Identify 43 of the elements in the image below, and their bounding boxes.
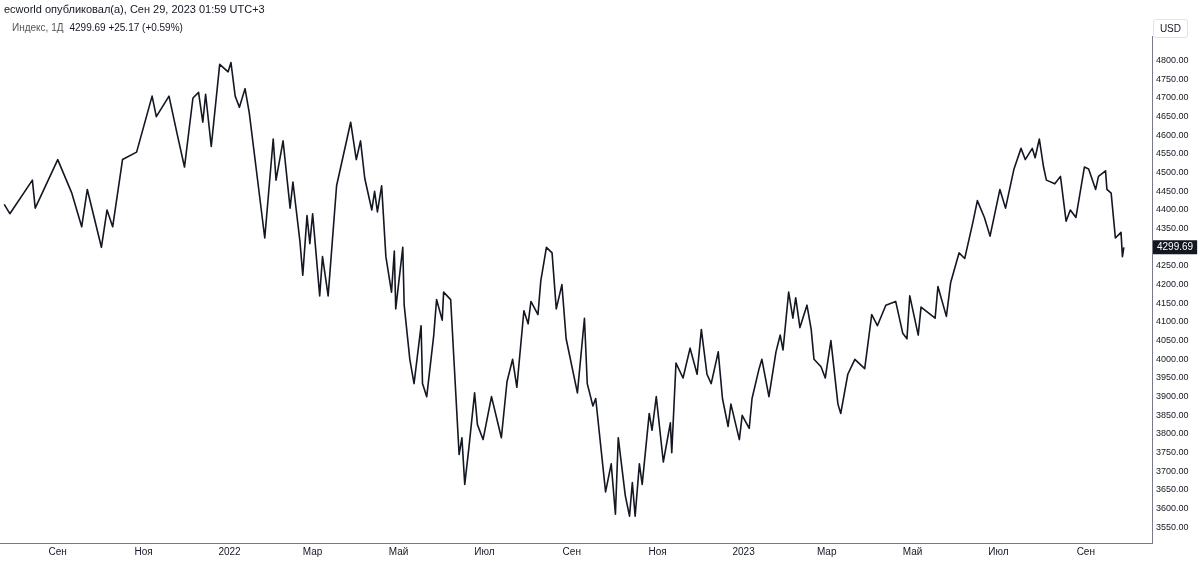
y-tick-label: 4600.00	[1156, 129, 1189, 140]
y-tick-label: 4000.00	[1156, 353, 1189, 364]
chart-title: Индекс, 1Д	[12, 22, 64, 33]
x-tick-label: 2022	[218, 545, 242, 557]
x-tick-label: Мар	[816, 545, 837, 557]
x-tick-label: Июл	[988, 545, 1009, 557]
y-tick-label: 3750.00	[1156, 447, 1189, 458]
y-tick-label: 3700.00	[1156, 465, 1189, 476]
x-tick-label: 2023	[732, 545, 756, 557]
x-tick-label: Сен	[562, 545, 581, 557]
text: 4299.69	[1157, 241, 1194, 253]
x-tick-label: Мар	[302, 545, 323, 557]
x-tick-label: Май	[902, 545, 923, 557]
text: ecworld опубликовал(а), Сен 29, 2023 01:59 UTC+3	[4, 3, 265, 15]
y-tick-label: 3950.00	[1156, 372, 1189, 383]
x-tick-label: Июл	[474, 545, 495, 557]
y-tick-label: 4650.00	[1156, 111, 1189, 122]
y-tick-label: 4150.00	[1156, 297, 1189, 308]
y-tick-label: 4200.00	[1156, 279, 1189, 290]
x-tick-label: Сен	[48, 545, 67, 557]
y-tick-label: 3900.00	[1156, 391, 1189, 402]
y-tick-label: 4350.00	[1156, 223, 1189, 234]
y-tick-label: 4250.00	[1156, 260, 1189, 271]
y-tick-label: 4500.00	[1156, 167, 1189, 178]
y-tick-label: 4400.00	[1156, 204, 1189, 215]
chart-subtitle: 4299.69 +25.17 (+0.59%)	[69, 22, 183, 33]
x-tick-label: Май	[388, 545, 409, 557]
y-tick-label: 4100.00	[1156, 316, 1189, 327]
y-tick-label: 4450.00	[1156, 185, 1189, 196]
y-tick-label: 3650.00	[1156, 484, 1189, 495]
y-tick-label: 3550.00	[1156, 521, 1189, 532]
y-tick-label: 3850.00	[1156, 409, 1189, 420]
y-tick-label: 3800.00	[1156, 428, 1189, 439]
y-tick-label: 4550.00	[1156, 148, 1189, 159]
x-tick-label: Сен	[1076, 545, 1095, 557]
y-tick-label: 4700.00	[1156, 92, 1189, 103]
y-axis-title: USD	[1152, 19, 1188, 38]
y-tick-label: 4800.00	[1156, 55, 1189, 66]
x-tick-label: Ноя	[134, 545, 153, 557]
y-tick-label: 4750.00	[1156, 73, 1189, 84]
x-tick-label: Ноя	[648, 545, 667, 557]
y-tick-label: 4050.00	[1156, 335, 1189, 346]
y-tick-label: 3600.00	[1156, 503, 1189, 514]
